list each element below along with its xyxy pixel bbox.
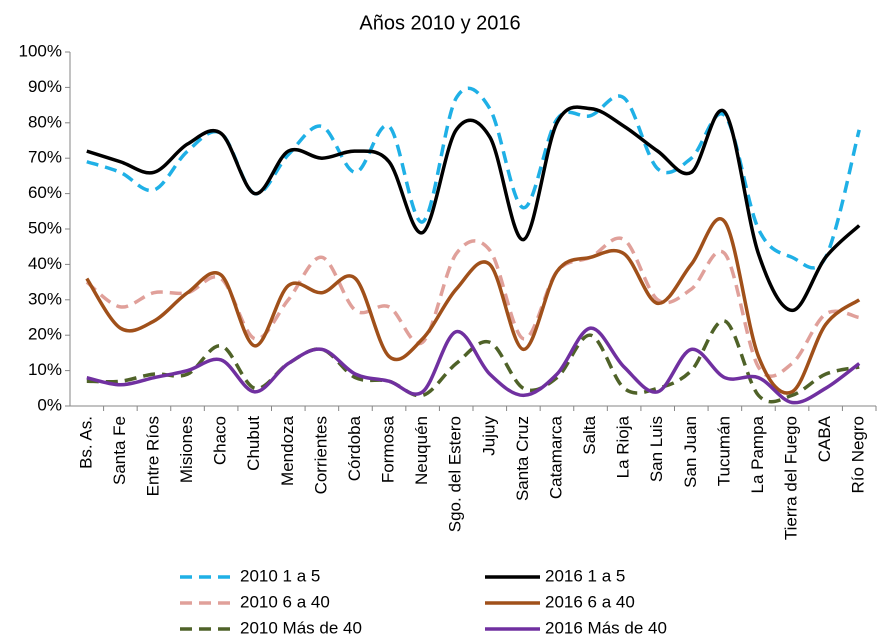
x-tick-label: Tucumán: [714, 416, 733, 486]
y-tick-label: 70%: [28, 148, 62, 167]
x-tick-label: Formosa: [379, 415, 398, 483]
x-tick-label: Chaco: [211, 416, 230, 465]
x-tick-label: Bs. As.: [76, 416, 95, 469]
legend-label: 2016 Más de 40: [545, 618, 667, 637]
y-tick-label: 90%: [28, 77, 62, 96]
series-line: [85, 236, 860, 379]
legend-label: 2010 6 a 40: [240, 592, 330, 611]
y-tick-label: 50%: [28, 218, 62, 237]
legend-label: 2010 1 a 5: [240, 566, 320, 585]
y-tick-label: 40%: [28, 254, 62, 273]
series-line: [86, 105, 861, 313]
x-tick-label: Córdoba: [345, 415, 364, 481]
x-tick-label: Sgo. del Estero: [446, 416, 465, 532]
legend-label: 2016 6 a 40: [545, 592, 635, 611]
x-tick-label: Santa Fe: [110, 416, 129, 485]
y-tick-label: 100%: [19, 41, 62, 60]
y-tick-label: 60%: [28, 183, 62, 202]
x-tick-label: Chubut: [244, 416, 263, 471]
x-tick-label: Entre Ríos: [143, 416, 162, 496]
series-line: [85, 217, 861, 395]
x-tick-label: Río Negro: [849, 416, 868, 493]
legend-label: 2016 1 a 5: [545, 566, 625, 585]
x-tick-label: Misiones: [177, 416, 196, 483]
x-tick-label: Mendoza: [278, 415, 297, 485]
y-tick-label: 30%: [28, 289, 62, 308]
x-tick-label: Tierra del Fuego: [782, 416, 801, 540]
x-tick-label: San Luis: [647, 416, 666, 482]
x-tick-label: CABA: [815, 415, 834, 462]
x-tick-label: Corrientes: [311, 416, 330, 494]
series-line: [86, 326, 861, 405]
x-tick-label: Catamarca: [546, 415, 565, 499]
chart-title: Años 2010 y 2016: [359, 12, 520, 34]
series-line: [86, 319, 860, 404]
x-tick-label: La Rioja: [614, 415, 633, 478]
y-tick-label: 20%: [28, 325, 62, 344]
legend-label: 2010 Más de 40: [240, 618, 362, 637]
x-tick-label: Neuquén: [412, 416, 431, 485]
x-tick-label: La Pampa: [748, 415, 767, 493]
x-tick-label: Santa Cruz: [513, 416, 532, 501]
y-tick-label: 80%: [28, 112, 62, 131]
x-tick-label: San Juan: [681, 416, 700, 488]
y-tick-label: 0%: [37, 395, 62, 414]
x-tick-label: Salta: [580, 415, 599, 454]
y-tick-label: 10%: [28, 360, 62, 379]
x-tick-label: Jujuy: [479, 416, 498, 456]
